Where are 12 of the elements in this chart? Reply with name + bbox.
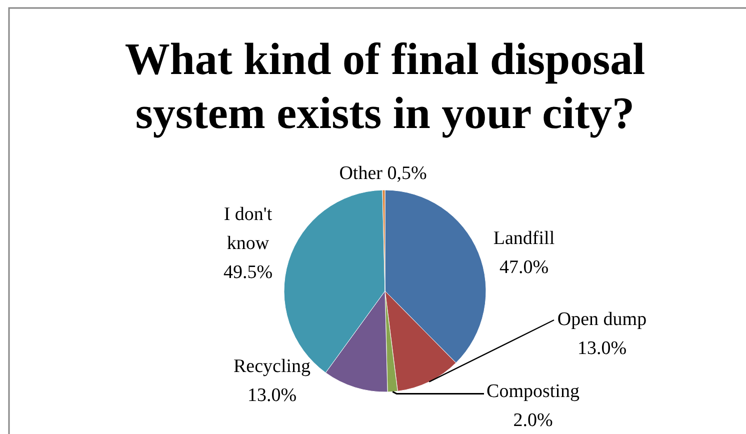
data-label: 13.0%	[247, 385, 297, 406]
chart-title: What kind of final disposal system exists in your city?	[124, 34, 646, 138]
data-label: 13.0%	[577, 338, 627, 359]
data-label: 47.0%	[499, 257, 549, 278]
slice-label: Open dump	[557, 309, 647, 330]
slice-label: Recycling	[233, 356, 312, 377]
slice-label: Landfill	[493, 228, 555, 249]
slice-label: I don't know	[224, 204, 273, 254]
data-label: 2.0%	[513, 410, 553, 431]
slice-label: Other 0,5%	[339, 163, 427, 184]
data-label: 49.5%	[223, 262, 273, 283]
slice-label: Composting	[486, 381, 580, 402]
